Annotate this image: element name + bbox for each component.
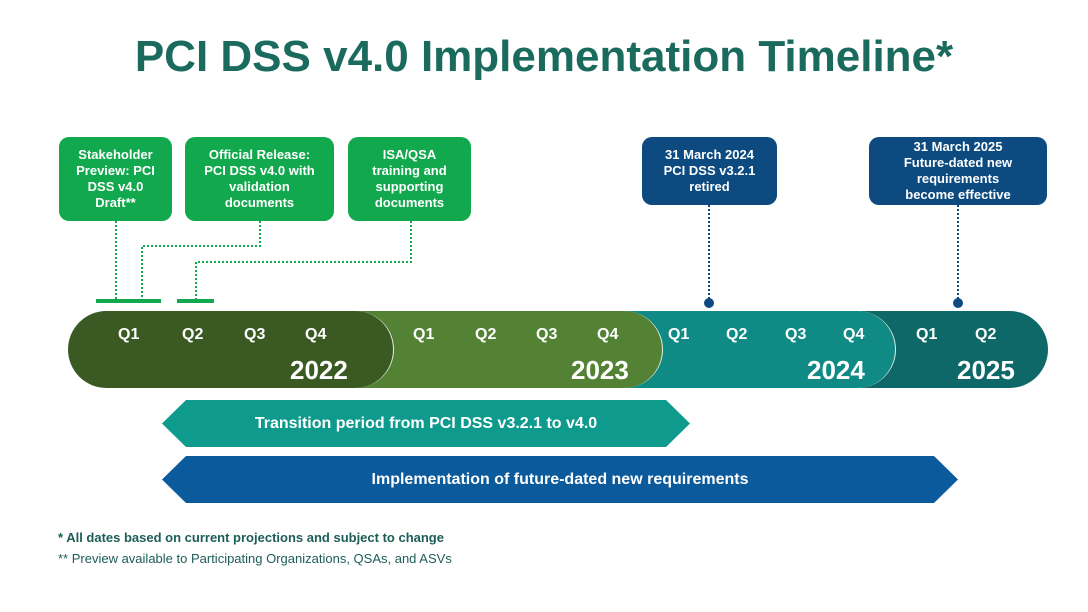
implementation-period-label: Implementation of future-dated new requi… bbox=[371, 470, 749, 488]
year-segment-2022: Q1 Q2 Q3 Q4 2022 bbox=[68, 311, 394, 388]
footnote-preview: ** Preview available to Participating Or… bbox=[58, 551, 452, 566]
implementation-period-arrow: Implementation of future-dated new requi… bbox=[162, 456, 958, 503]
dot-march-2025 bbox=[953, 298, 963, 308]
quarter-label: Q4 bbox=[305, 326, 327, 343]
quarter-label: Q3 bbox=[785, 326, 807, 343]
footnote-dates: * All dates based on current projections… bbox=[58, 530, 444, 545]
quarter-label: Q4 bbox=[597, 326, 619, 343]
dot-march-2024 bbox=[704, 298, 714, 308]
page-title: PCI DSS v4.0 Implementation Timeline* bbox=[134, 32, 954, 81]
quarter-label: Q1 bbox=[668, 326, 690, 343]
year-label: 2024 bbox=[807, 355, 865, 385]
quarter-label: Q3 bbox=[536, 326, 558, 343]
year-label: 2025 bbox=[957, 355, 1015, 385]
transition-period-label: Transition period from PCI DSS v3.2.1 to… bbox=[254, 414, 598, 432]
quarter-label: Q2 bbox=[726, 326, 748, 343]
quarter-label: Q1 bbox=[118, 326, 140, 343]
quarter-label: Q4 bbox=[843, 326, 865, 343]
connector-release bbox=[141, 221, 261, 300]
quarter-label: Q2 bbox=[475, 326, 497, 343]
milestone-stakeholder-preview: Stakeholder Preview: PCI DSS v4.0 Draft*… bbox=[59, 137, 172, 221]
year-segment-2024: Q1 Q2 Q3 Q4 2024 bbox=[620, 311, 896, 388]
year-label: 2023 bbox=[571, 355, 629, 385]
quarter-label: Q3 bbox=[244, 326, 266, 343]
transition-period-arrow: Transition period from PCI DSS v3.2.1 to… bbox=[162, 400, 690, 447]
quarter-label: Q1 bbox=[413, 326, 435, 343]
quarter-label: Q1 bbox=[916, 326, 938, 343]
milestone-official-release: Official Release: PCI DSS v4.0 with vali… bbox=[185, 137, 334, 221]
milestone-future-dated-effective: 31 March 2025 Future-dated new requireme… bbox=[869, 137, 1047, 205]
quarter-label: Q2 bbox=[182, 326, 204, 343]
quarter-label: Q2 bbox=[975, 326, 997, 343]
connector-training bbox=[195, 221, 412, 300]
milestone-v321-retired: 31 March 2024 PCI DSS v3.2.1 retired bbox=[642, 137, 777, 205]
year-label: 2022 bbox=[290, 355, 348, 385]
milestone-isa-qsa-training: ISA/QSA training and supporting document… bbox=[348, 137, 471, 221]
